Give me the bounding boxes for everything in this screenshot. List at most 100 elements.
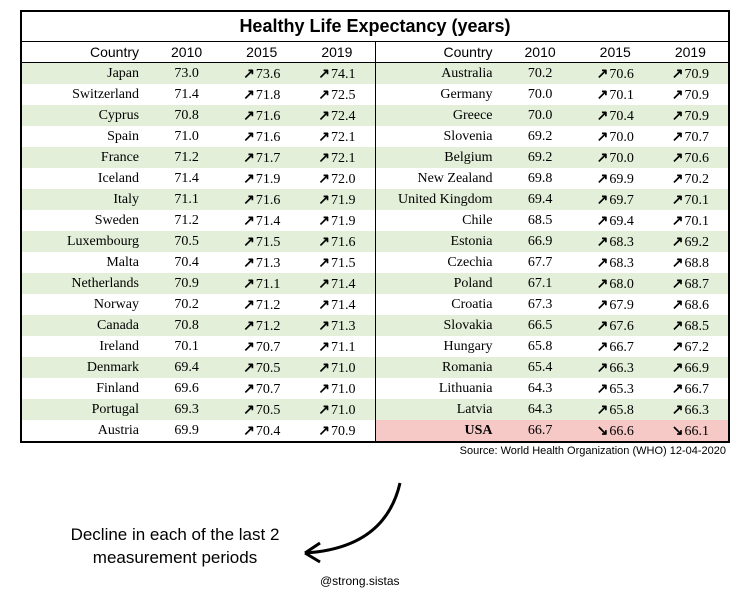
- arrow-up-icon: ↗: [597, 338, 609, 355]
- table-row: Iceland71.4↗71.9↗72.0: [22, 168, 375, 189]
- table-row: Greece70.0↗70.4↗70.9: [376, 105, 729, 126]
- arrow-up-icon: ↗: [672, 254, 684, 271]
- country-cell: Switzerland: [22, 84, 149, 105]
- value-2019: ↗70.7: [653, 126, 728, 147]
- table-row: Switzerland71.4↗71.8↗72.5: [22, 84, 375, 105]
- value-2019: ↗66.3: [653, 399, 728, 420]
- arrow-up-icon: ↗: [318, 191, 330, 208]
- header-2019: 2019: [299, 42, 374, 63]
- table-row: Czechia67.7↗68.3↗68.8: [376, 252, 729, 273]
- value-2010: 71.4: [149, 168, 224, 189]
- value-2010: 65.4: [503, 357, 578, 378]
- country-cell: Italy: [22, 189, 149, 210]
- value-2015: ↗66.3: [578, 357, 653, 378]
- value-2015: ↗71.3: [224, 252, 299, 273]
- value-2015: ↗70.5: [224, 357, 299, 378]
- country-cell: Romania: [376, 357, 503, 378]
- table-row: Hungary65.8↗66.7↗67.2: [376, 336, 729, 357]
- table-row: Austria69.9↗70.4↗70.9: [22, 420, 375, 441]
- value-2010: 69.6: [149, 378, 224, 399]
- value-2015: ↗68.3: [578, 252, 653, 273]
- header-2019: 2019: [653, 42, 728, 63]
- arrow-up-icon: ↗: [597, 296, 609, 313]
- arrow-up-icon: ↗: [597, 86, 609, 103]
- columns-wrapper: Country 2010 2015 2019 Japan73.0↗73.6↗74…: [22, 42, 728, 441]
- arrow-up-icon: ↗: [243, 422, 255, 439]
- arrow-up-icon: ↗: [672, 149, 684, 166]
- value-2019: ↗74.1: [299, 63, 374, 85]
- header-2015: 2015: [224, 42, 299, 63]
- arrow-up-icon: ↗: [672, 86, 684, 103]
- value-2015: ↗70.7: [224, 378, 299, 399]
- country-cell: Chile: [376, 210, 503, 231]
- arrow-up-icon: ↗: [243, 65, 255, 82]
- value-2019: ↗71.9: [299, 189, 374, 210]
- value-2015: ↗70.4: [578, 105, 653, 126]
- value-2015: ↗70.0: [578, 147, 653, 168]
- value-2015: ↗71.2: [224, 294, 299, 315]
- value-2015: ↗70.0: [578, 126, 653, 147]
- value-2015: ↗66.7: [578, 336, 653, 357]
- arrow-up-icon: ↗: [243, 317, 255, 334]
- arrow-up-icon: ↗: [243, 191, 255, 208]
- value-2010: 71.0: [149, 126, 224, 147]
- value-2010: 71.1: [149, 189, 224, 210]
- value-2010: 66.7: [503, 420, 578, 441]
- country-cell: Portugal: [22, 399, 149, 420]
- value-2019: ↗67.2: [653, 336, 728, 357]
- value-2015: ↗68.0: [578, 273, 653, 294]
- arrow-up-icon: ↗: [597, 317, 609, 334]
- value-2019: ↗71.0: [299, 357, 374, 378]
- value-2019: ↗68.5: [653, 315, 728, 336]
- value-2015: ↗65.3: [578, 378, 653, 399]
- country-cell: Netherlands: [22, 273, 149, 294]
- value-2015: ↗73.6: [224, 63, 299, 85]
- country-cell: Spain: [22, 126, 149, 147]
- arrow-up-icon: ↗: [597, 275, 609, 292]
- table-row: Finland69.6↗70.7↗71.0: [22, 378, 375, 399]
- table-row: Germany70.0↗70.1↗70.9: [376, 84, 729, 105]
- table-row: Netherlands70.9↗71.1↗71.4: [22, 273, 375, 294]
- arrow-up-icon: ↗: [243, 296, 255, 313]
- value-2019: ↗70.9: [653, 84, 728, 105]
- arrow-up-icon: ↗: [243, 107, 255, 124]
- value-2010: 71.2: [149, 210, 224, 231]
- arrow-up-icon: ↗: [318, 422, 330, 439]
- arrow-up-icon: ↗: [318, 380, 330, 397]
- country-cell: Czechia: [376, 252, 503, 273]
- value-2019: ↗66.9: [653, 357, 728, 378]
- country-cell: Cyprus: [22, 105, 149, 126]
- header-country: Country: [22, 42, 149, 63]
- table-row: United Kingdom69.4↗69.7↗70.1: [376, 189, 729, 210]
- value-2010: 69.4: [503, 189, 578, 210]
- value-2010: 70.2: [149, 294, 224, 315]
- value-2015: ↗69.7: [578, 189, 653, 210]
- table-row: Poland67.1↗68.0↗68.7: [376, 273, 729, 294]
- country-cell: Poland: [376, 273, 503, 294]
- value-2019: ↗72.5: [299, 84, 374, 105]
- arrow-up-icon: ↗: [597, 107, 609, 124]
- country-cell: Slovenia: [376, 126, 503, 147]
- value-2019: ↗71.1: [299, 336, 374, 357]
- arrow-up-icon: ↗: [318, 86, 330, 103]
- value-2010: 70.2: [503, 63, 578, 85]
- value-2019: ↗71.4: [299, 273, 374, 294]
- value-2015: ↗71.8: [224, 84, 299, 105]
- header-2015: 2015: [578, 42, 653, 63]
- country-cell: Canada: [22, 315, 149, 336]
- country-cell: Greece: [376, 105, 503, 126]
- value-2010: 70.4: [149, 252, 224, 273]
- value-2019: ↗71.5: [299, 252, 374, 273]
- country-cell: Malta: [22, 252, 149, 273]
- value-2010: 67.3: [503, 294, 578, 315]
- country-cell: Norway: [22, 294, 149, 315]
- arrow-up-icon: ↗: [672, 65, 684, 82]
- arrow-up-icon: ↗: [672, 128, 684, 145]
- value-2015: ↗67.9: [578, 294, 653, 315]
- arrow-up-icon: ↗: [318, 296, 330, 313]
- arrow-up-icon: ↗: [318, 359, 330, 376]
- arrow-up-icon: ↗: [243, 233, 255, 250]
- arrow-up-icon: ↗: [597, 212, 609, 229]
- arrow-up-icon: ↗: [672, 191, 684, 208]
- table-row: Chile68.5↗69.4↗70.1: [376, 210, 729, 231]
